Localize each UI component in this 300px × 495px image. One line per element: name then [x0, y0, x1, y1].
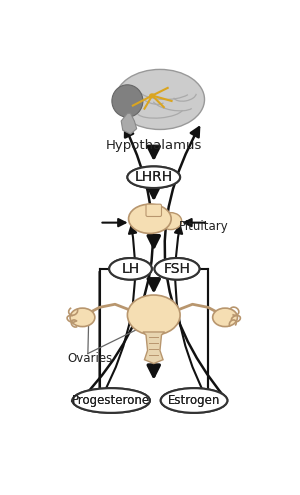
FancyBboxPatch shape	[146, 204, 161, 216]
Text: Estrogen: Estrogen	[168, 394, 220, 407]
Ellipse shape	[109, 258, 152, 280]
Ellipse shape	[72, 388, 150, 413]
Text: Pituitary: Pituitary	[178, 220, 228, 233]
Text: Progesterone: Progesterone	[72, 394, 150, 407]
FancyArrowPatch shape	[101, 226, 136, 398]
Text: LHRH: LHRH	[135, 170, 173, 184]
FancyArrowPatch shape	[175, 226, 207, 398]
Text: Estrogen: Estrogen	[168, 394, 220, 407]
Ellipse shape	[149, 93, 155, 98]
Ellipse shape	[128, 166, 180, 188]
Ellipse shape	[129, 204, 171, 234]
Ellipse shape	[154, 258, 200, 280]
Text: FSH: FSH	[164, 262, 190, 276]
Ellipse shape	[116, 69, 205, 130]
FancyArrowPatch shape	[165, 127, 226, 398]
Text: Progesterone: Progesterone	[72, 394, 150, 407]
Ellipse shape	[128, 295, 180, 335]
Polygon shape	[121, 113, 137, 134]
Polygon shape	[143, 332, 165, 363]
Text: LH: LH	[122, 262, 140, 276]
Ellipse shape	[70, 308, 95, 327]
Ellipse shape	[160, 213, 182, 230]
Text: LHRH: LHRH	[135, 170, 173, 184]
Text: LH: LH	[122, 262, 140, 276]
Text: Ovaries: Ovaries	[67, 352, 112, 365]
Text: FSH: FSH	[164, 262, 190, 276]
Text: Hypothalamus: Hypothalamus	[106, 139, 202, 151]
FancyArrowPatch shape	[82, 128, 153, 398]
Ellipse shape	[213, 308, 238, 327]
Ellipse shape	[112, 85, 143, 117]
Ellipse shape	[161, 388, 227, 413]
